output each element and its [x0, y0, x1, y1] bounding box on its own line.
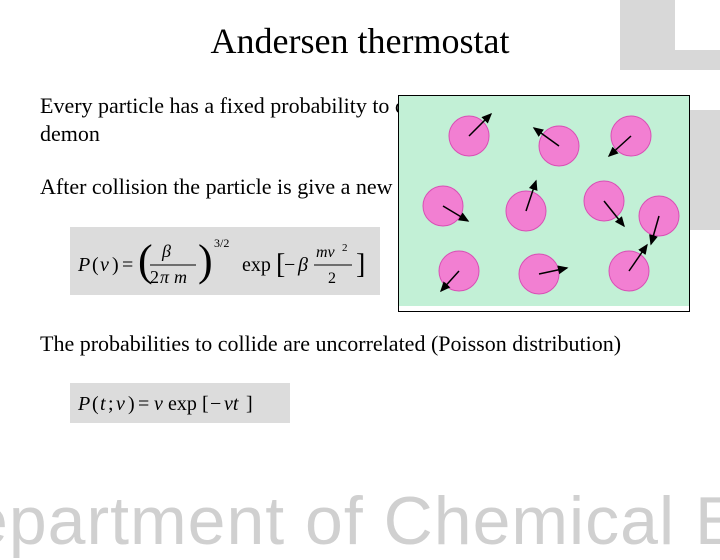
paragraph-3: The probabilities to collide are uncorre…: [40, 330, 680, 358]
svg-text:exp: exp: [242, 254, 271, 276]
svg-text:β: β: [161, 241, 171, 261]
watermark-text: epartment of Chemical Engine: [0, 482, 720, 560]
svg-text:P: P: [77, 393, 90, 415]
svg-text:]: ]: [356, 249, 365, 280]
svg-text:2: 2: [328, 270, 336, 287]
svg-text:): ): [198, 236, 213, 285]
particle-simulation-box: [398, 95, 690, 312]
svg-text:m: m: [174, 267, 187, 287]
svg-text:v: v: [154, 393, 163, 415]
svg-text:−: −: [210, 393, 221, 415]
svg-text:mv: mv: [316, 244, 336, 261]
svg-text:v: v: [100, 254, 109, 276]
svg-text:2: 2: [342, 242, 348, 254]
svg-text:;: ;: [108, 393, 114, 415]
equation-1-svg: P ( v ) = ( β 2 π m ) 3/2 exp [: [70, 227, 380, 295]
svg-text:=: =: [138, 393, 149, 415]
svg-text:]: ]: [246, 393, 253, 415]
svg-text:=: =: [122, 254, 133, 276]
svg-text:(: (: [92, 393, 99, 415]
svg-text:−: −: [284, 254, 295, 276]
svg-text:exp: exp: [168, 393, 197, 415]
svg-text:β: β: [297, 254, 308, 276]
slide-title: Andersen thermostat: [40, 20, 680, 62]
equation-2-svg: P ( t ; v ) = v exp [ − vt ]: [70, 383, 290, 423]
svg-text:): ): [128, 393, 135, 415]
svg-text:2: 2: [150, 267, 159, 287]
svg-text:[: [: [202, 393, 209, 415]
svg-text:(: (: [92, 254, 99, 276]
svg-text:v: v: [116, 393, 125, 415]
svg-text:vt: vt: [224, 393, 239, 415]
svg-text:): ): [112, 254, 119, 276]
simulation-svg: [399, 96, 689, 306]
svg-text:π: π: [160, 267, 170, 287]
svg-text:P: P: [77, 254, 90, 276]
svg-text:3/2: 3/2: [214, 236, 229, 250]
svg-text:t: t: [100, 393, 106, 415]
equation-poisson: P ( t ; v ) = v exp [ − vt ]: [70, 383, 680, 428]
